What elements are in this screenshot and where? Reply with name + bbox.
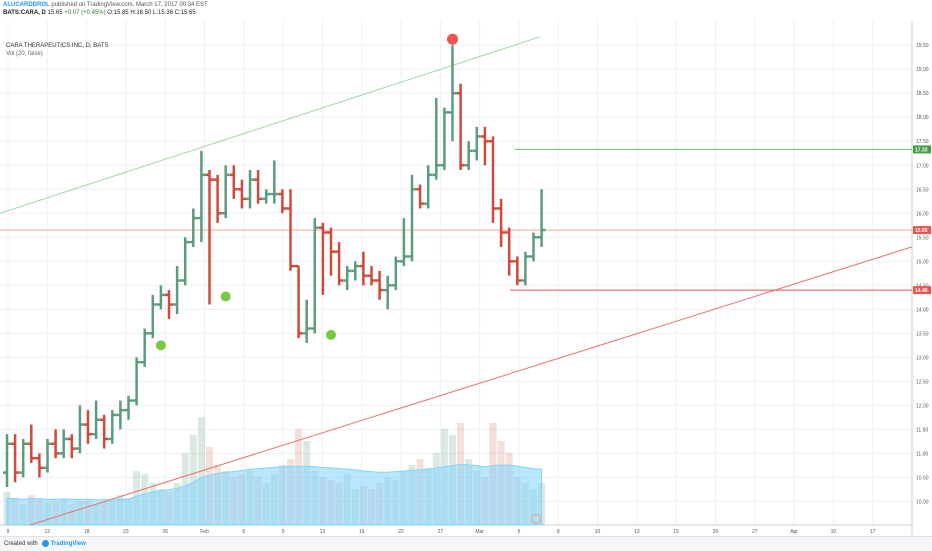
lower-trendline bbox=[29, 246, 913, 526]
price-label-bg bbox=[913, 226, 931, 235]
x-tick-label: 6 bbox=[518, 529, 521, 535]
y-tick-label: 13.50 bbox=[916, 331, 929, 337]
chart-legend: CARA THERAPEUTICS INC, D, BATS Vol (20, … bbox=[6, 42, 108, 58]
y-tick-label: 11.00 bbox=[916, 451, 928, 457]
low-marker bbox=[326, 329, 336, 340]
y-tick-label: 16.50 bbox=[916, 187, 929, 193]
price-label-bg bbox=[913, 145, 931, 154]
low-marker bbox=[155, 340, 166, 351]
x-tick-label: 13 bbox=[320, 529, 326, 535]
chart-header: ALUCARDDROL published on TradingView.com… bbox=[0, 0, 932, 20]
x-tick-label: 9 bbox=[282, 529, 285, 535]
y-tick-label: 18.50 bbox=[916, 91, 929, 97]
chart-area[interactable]: 10.00 10.50 11.00 11.50 12.00 12.50 13.00 13.50… bbox=[0, 20, 932, 536]
y-tick-label: 10.00 bbox=[916, 499, 929, 505]
x-tick-label: 10 bbox=[595, 529, 601, 535]
last-price: 15.65 bbox=[47, 10, 63, 16]
x-tick-label: 8 bbox=[557, 529, 560, 535]
close-value: C:15.65 bbox=[174, 10, 196, 16]
x-tick-label: 9 bbox=[7, 529, 10, 535]
y-tick-label: 12.00 bbox=[916, 403, 929, 409]
price-change: +0.07 (+0.45%) bbox=[64, 10, 106, 16]
high-value: H:16.50 bbox=[130, 10, 152, 16]
price-label: 15.65 bbox=[915, 228, 928, 234]
price-chart[interactable]: 10.00 10.50 11.00 11.50 12.00 12.50 13.00 13.50… bbox=[0, 20, 932, 536]
volume-indicator-label[interactable]: Vol (20, false) bbox=[6, 51, 43, 57]
price-label: 14.40 bbox=[915, 288, 928, 294]
x-tick-label: 22 bbox=[398, 529, 404, 535]
y-tick-label: 15.00 bbox=[916, 259, 929, 265]
created-with: Created with TradingView bbox=[4, 540, 86, 547]
y-tick-label: 17.50 bbox=[916, 139, 929, 145]
x-tick-label: 10 bbox=[831, 529, 837, 535]
y-tick-label: 16.00 bbox=[916, 211, 929, 217]
volume-bar bbox=[189, 435, 197, 525]
low-marker bbox=[220, 291, 231, 302]
y-tick-label: 11.50 bbox=[916, 427, 928, 433]
author-link[interactable]: ALUCARDDROL bbox=[3, 2, 50, 8]
x-tick-label: 27 bbox=[438, 529, 444, 535]
low-value: L:15.36 bbox=[153, 10, 174, 16]
symbol-label: BATS:CARA, D bbox=[3, 10, 46, 16]
x-tick-label: Feb bbox=[200, 529, 209, 535]
x-tick-label: 20 bbox=[713, 529, 719, 535]
y-tick-label: 13.00 bbox=[916, 355, 929, 361]
x-tick-label: 26 bbox=[162, 529, 168, 535]
x-tick-label: 27 bbox=[752, 529, 758, 535]
x-tick-label: 6 bbox=[242, 529, 245, 535]
price-label: 17.33 bbox=[915, 147, 928, 153]
volume-ma-area bbox=[6, 463, 543, 526]
published-text: published on TradingView.com, March 17, … bbox=[51, 2, 208, 8]
x-tick-label: 17 bbox=[870, 529, 876, 535]
x-tick-label: 15 bbox=[673, 529, 679, 535]
y-tick-label: 17.00 bbox=[916, 163, 929, 169]
tradingview-brand[interactable]: TradingView bbox=[50, 541, 86, 548]
x-tick-label: 12 bbox=[45, 529, 51, 535]
x-tick-label: Mar bbox=[475, 529, 484, 535]
ohlc-line: BATS:CARA, D 15.65 +0.07 (+0.45%) O:15.8… bbox=[3, 10, 196, 16]
price-label-bg bbox=[913, 286, 931, 295]
x-tick-label: 13 bbox=[634, 529, 640, 535]
y-tick-label: 19.00 bbox=[916, 67, 929, 73]
x-tick-label: 18 bbox=[84, 529, 90, 535]
x-tick-label: 23 bbox=[123, 529, 129, 535]
created-with-label: Created with bbox=[4, 541, 38, 548]
y-tick-label: 18.00 bbox=[916, 115, 929, 121]
y-tick-label: 14.00 bbox=[916, 307, 929, 313]
publish-line: ALUCARDDROL published on TradingView.com… bbox=[3, 2, 208, 8]
y-tick-label: 19.50 bbox=[916, 43, 929, 49]
footer: Created with TradingView bbox=[0, 536, 932, 551]
open-value: O:15.85 bbox=[107, 10, 129, 16]
x-tick-label: Apr bbox=[790, 529, 798, 535]
instrument-name: CARA THERAPEUTICS INC, D, BATS bbox=[6, 43, 109, 49]
event-marker-icon bbox=[531, 514, 541, 524]
y-tick-label: 15.50 bbox=[916, 235, 929, 241]
high-marker bbox=[447, 33, 458, 45]
y-tick-label: 12.50 bbox=[916, 379, 929, 385]
y-tick-label: 10.50 bbox=[916, 475, 929, 481]
x-tick-label: 16 bbox=[359, 529, 365, 535]
upper-trendline bbox=[0, 36, 541, 214]
tradingview-logo-icon bbox=[41, 540, 49, 547]
